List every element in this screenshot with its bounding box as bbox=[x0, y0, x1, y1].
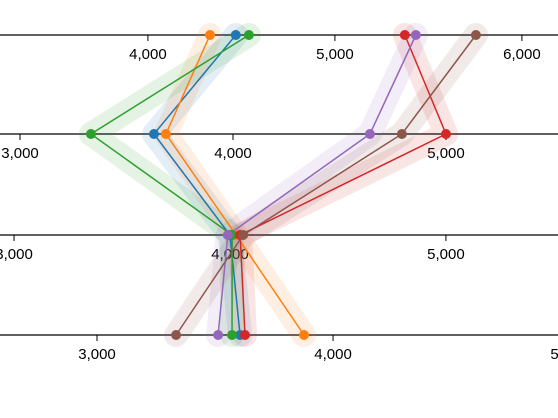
series-line bbox=[175, 34, 477, 336]
tick-label: 4,000 bbox=[314, 346, 352, 363]
point bbox=[238, 230, 249, 240]
point bbox=[364, 129, 375, 139]
point bbox=[213, 330, 224, 340]
point bbox=[240, 330, 251, 340]
point bbox=[204, 30, 215, 40]
tick-label: 3,000 bbox=[1, 145, 39, 162]
series-line bbox=[153, 34, 241, 336]
series-line bbox=[217, 34, 417, 336]
lines bbox=[89, 34, 477, 336]
series-line bbox=[165, 34, 305, 336]
halos bbox=[78, 23, 488, 347]
point bbox=[410, 30, 421, 40]
tick-label: 3,000 bbox=[78, 346, 116, 363]
points bbox=[85, 30, 481, 340]
point bbox=[171, 330, 182, 340]
point bbox=[227, 330, 238, 340]
series-line bbox=[239, 34, 447, 336]
point bbox=[440, 129, 451, 139]
point bbox=[243, 30, 254, 40]
series-line bbox=[89, 34, 250, 336]
point bbox=[396, 129, 407, 139]
tick-label: 3,000 bbox=[0, 246, 33, 263]
point bbox=[470, 30, 481, 40]
tick-label: 5,000 bbox=[316, 46, 354, 63]
point bbox=[399, 30, 410, 40]
tick-label: 6,000 bbox=[503, 46, 541, 63]
tick-label: 4,000 bbox=[214, 145, 252, 162]
point bbox=[85, 129, 96, 139]
point bbox=[299, 330, 310, 340]
tick-label: 4,000 bbox=[129, 46, 167, 63]
tick-label: 5,000 bbox=[427, 246, 465, 263]
point bbox=[160, 129, 171, 139]
tick-label: 5,000 bbox=[427, 145, 465, 162]
tick-label: 5,000 bbox=[550, 346, 558, 363]
point bbox=[230, 30, 241, 40]
point bbox=[148, 129, 159, 139]
point bbox=[222, 230, 233, 240]
